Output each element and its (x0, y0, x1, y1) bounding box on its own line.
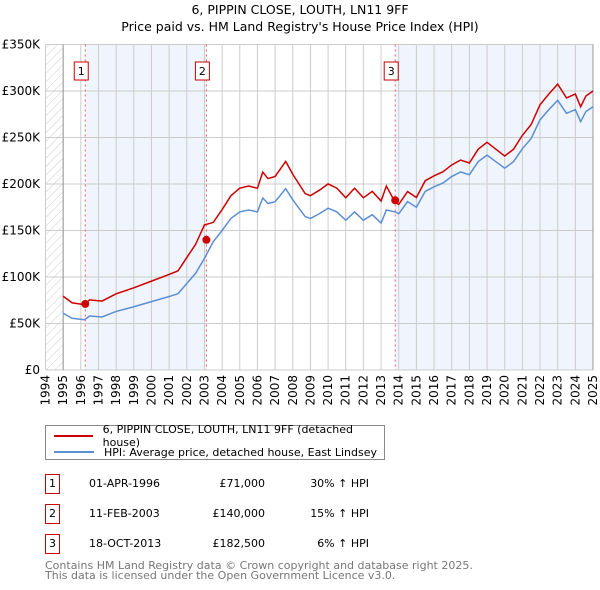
sale-price: £140,000 (212, 507, 266, 520)
y-tick-label: £250K (2, 131, 42, 145)
footer-copyright: Contains HM Land Registry data © Crown c… (45, 559, 473, 572)
y-tick-label: £100K (2, 270, 42, 284)
footer-licence: This data is licensed under the Open Gov… (45, 569, 396, 582)
x-tick-label: 2014 (392, 375, 406, 406)
red-line-swatch (54, 435, 93, 437)
x-tick-label: 2020 (498, 375, 512, 406)
property-price-line (62, 82, 594, 306)
sale-point (391, 196, 400, 205)
sale-row: 3 18-OCT-2013 £182,500 6% ↑ HPI (45, 534, 405, 554)
x-tick-label: 2005 (233, 375, 247, 406)
legend: 6, PIPPIN CLOSE, LOUTH, LN11 9FF (detach… (45, 423, 385, 460)
sale-number-box: 2 (45, 504, 60, 524)
sale-number-box (194, 61, 210, 81)
sale-row: 2 11-FEB-2003 £140,000 15% ↑ HPI (45, 504, 405, 524)
x-tick-label: 2019 (480, 375, 494, 406)
sale-number-box: 1 (45, 474, 60, 494)
x-tick-label: 2025 (586, 375, 600, 406)
x-tick-label: 2015 (409, 375, 423, 406)
sale-point (81, 299, 90, 308)
x-tick-label: 2013 (374, 375, 388, 406)
hpi-line (62, 99, 594, 321)
sale-hpi-diff: 30% ↑ HPI (310, 477, 369, 490)
x-tick-label: 1997 (91, 375, 105, 406)
sale-hpi-diff: 15% ↑ HPI (310, 507, 369, 520)
x-tick-label: 2004 (215, 375, 229, 406)
y-tick-label: £50K (9, 317, 41, 331)
x-tick-label: 2000 (144, 375, 158, 406)
sale-price: £182,500 (212, 537, 266, 550)
x-tick-label: 1999 (127, 375, 141, 406)
y-tick-label: £200K (2, 177, 42, 191)
x-tick-label: 2001 (162, 375, 176, 406)
legend-item-property: 6, PIPPIN CLOSE, LOUTH, LN11 9FF (detach… (54, 423, 384, 449)
chart-title: 6, PIPPIN CLOSE, LOUTH, LN11 9FF (191, 2, 409, 17)
x-tick-label: 2007 (268, 375, 282, 406)
legend-item-hpi: HPI: Average price, detached house, East… (54, 445, 377, 459)
y-tick-label: £0 (25, 363, 40, 377)
x-tick-label: 2024 (568, 375, 582, 406)
x-tick-label: 2017 (445, 375, 459, 406)
y-tick-label: £300K (2, 84, 42, 98)
x-tick-label: 2008 (286, 375, 300, 406)
x-tick-label: 1995 (56, 375, 70, 406)
x-tick-label: 2023 (551, 375, 565, 406)
sale-price: £71,000 (219, 477, 266, 490)
chart-subtitle: Price paid vs. HM Land Registry's House … (121, 19, 479, 34)
x-tick-label: 1996 (74, 375, 88, 406)
sale-number-label: 2 (199, 65, 206, 78)
sale-hpi-diff: 6% ↑ HPI (317, 537, 369, 550)
x-tick-label: 2012 (356, 375, 370, 406)
x-tick-label: 1994 (39, 375, 53, 406)
sale-date: 01-APR-1996 (89, 477, 161, 490)
sale-number-box (73, 61, 89, 81)
x-tick-label: 2011 (339, 375, 353, 406)
x-tick-label: 2002 (180, 375, 194, 406)
sale-date: 18-OCT-2013 (89, 537, 162, 550)
y-tick-label: £150K (2, 224, 42, 238)
x-tick-label: 2009 (303, 375, 317, 406)
sale-row: 1 01-APR-1996 £71,000 30% ↑ HPI (45, 474, 405, 494)
sale-number-box: 3 (45, 534, 60, 554)
sale-number-box (383, 61, 399, 81)
x-tick-label: 2022 (533, 375, 547, 406)
sale-point (202, 235, 211, 244)
y-tick-label: £350K (2, 38, 42, 52)
sale-date: 11-FEB-2003 (89, 507, 160, 520)
plot-area: £0 £50K £100K £150K £200K £250K £300K £350K 1994… (2, 38, 600, 406)
no-data-hatch (45, 44, 64, 370)
legend-label: HPI: Average price, detached house, East… (104, 445, 378, 459)
x-tick-label: 1998 (109, 375, 123, 406)
x-tick-label: 2010 (321, 375, 335, 406)
x-tick-label: 2021 (515, 375, 529, 406)
ownership-shading (85, 44, 207, 370)
x-tick-label: 2018 (462, 375, 476, 406)
x-tick-label: 2016 (427, 375, 441, 406)
ownership-shading (395, 44, 593, 370)
sale-number-label: 1 (78, 65, 85, 78)
blue-line-swatch (54, 451, 94, 453)
sale-number-label: 3 (388, 65, 395, 78)
x-tick-label: 2003 (197, 375, 211, 406)
x-tick-label: 2006 (250, 375, 264, 406)
legend-label: 6, PIPPIN CLOSE, LOUTH, LN11 9FF (detach… (102, 423, 354, 449)
